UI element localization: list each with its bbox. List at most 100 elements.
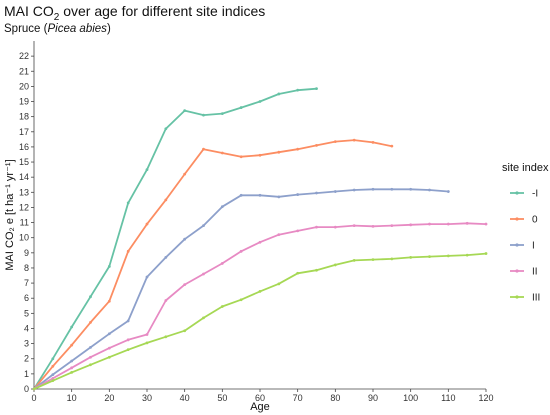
x-tick-label: 50 [217, 393, 227, 403]
data-point [107, 355, 111, 359]
data-point [126, 348, 130, 352]
y-tick-label: 7 [24, 278, 29, 288]
data-point [277, 282, 281, 286]
y-tick-label: 1 [24, 369, 29, 379]
legend-swatch-point [515, 243, 519, 247]
data-point [484, 252, 488, 255]
data-point [239, 155, 243, 159]
data-point [390, 257, 394, 261]
chart-subtitle: Spruce (Picea abies) [4, 23, 111, 35]
data-point [296, 229, 300, 233]
x-tick-label: 0 [31, 393, 36, 403]
data-point [70, 359, 74, 363]
data-point [315, 87, 318, 91]
data-point [258, 100, 262, 103]
data-point [89, 355, 92, 359]
data-point [202, 272, 205, 276]
x-tick-label: 80 [330, 393, 340, 403]
data-point [315, 191, 318, 195]
data-point [296, 88, 300, 92]
data-point [239, 249, 243, 253]
legend-swatch-point [515, 191, 519, 195]
y-tick-label: 5 [24, 308, 29, 318]
data-point [333, 190, 337, 193]
data-point [484, 222, 488, 226]
data-point [258, 240, 262, 244]
y-tick-label: 22 [19, 51, 29, 61]
data-point [446, 190, 450, 193]
y-tick-label: 14 [19, 172, 29, 182]
data-point [107, 332, 111, 336]
data-point [352, 224, 356, 227]
data-point [183, 283, 187, 286]
data-point [51, 364, 55, 368]
data-point [258, 153, 262, 157]
data-point [371, 258, 375, 262]
data-point [409, 223, 413, 227]
data-point [428, 255, 431, 259]
chart-title: MAI CO2 over age for different site indi… [4, 3, 266, 23]
data-point [390, 144, 394, 148]
data-point [51, 379, 55, 383]
data-point [333, 263, 337, 267]
x-tick-label: 10 [67, 393, 77, 403]
data-point [390, 187, 394, 191]
data-point [164, 255, 168, 259]
y-tick-label: 9 [24, 248, 29, 258]
data-point [277, 233, 281, 237]
y-tick-label: 18 [19, 112, 29, 122]
data-point [145, 275, 149, 279]
data-point [315, 144, 318, 147]
y-tick-label: 16 [19, 142, 29, 152]
data-point [145, 168, 149, 172]
data-point [239, 298, 243, 302]
data-point [371, 224, 375, 228]
data-point [220, 305, 224, 308]
x-tick-label: 60 [255, 393, 265, 403]
data-point [296, 193, 300, 196]
x-tick-label: 20 [104, 393, 114, 403]
x-tick-label: 40 [180, 393, 190, 403]
data-point [89, 295, 92, 299]
data-point [315, 268, 318, 272]
data-point [202, 113, 205, 117]
data-point [126, 319, 130, 323]
data-point [89, 345, 92, 349]
x-tick-label: 90 [368, 393, 378, 403]
data-point [277, 92, 281, 96]
data-point [164, 127, 168, 131]
x-axis-title: Age [250, 401, 270, 413]
series-line--I [33, 87, 318, 390]
data-point [296, 271, 300, 275]
x-tick-label: 110 [441, 393, 455, 403]
data-point [164, 198, 168, 202]
y-axis-title: MAI CO₂ e [t ha⁻¹ yr⁻¹] [4, 159, 16, 270]
data-point [126, 201, 130, 205]
legend-swatch-point [515, 217, 519, 221]
data-point [371, 187, 375, 191]
data-point [277, 195, 281, 199]
legend-swatch-point [515, 269, 519, 273]
data-point [352, 258, 356, 262]
legend-title: site index [502, 162, 549, 174]
data-point [126, 338, 130, 342]
x-tick-label: 100 [403, 393, 418, 403]
y-tick-label: 0 [24, 384, 29, 394]
data-point [202, 147, 205, 151]
data-point [220, 112, 224, 116]
data-point [465, 253, 469, 257]
data-point [409, 187, 413, 191]
legend-label: I [532, 241, 535, 252]
data-point [239, 193, 243, 197]
y-tick-label: 4 [24, 323, 29, 333]
data-point [70, 366, 74, 370]
data-point [32, 387, 36, 391]
legend-label: II [532, 267, 538, 278]
data-point [145, 222, 149, 226]
data-point [258, 290, 262, 293]
data-point [465, 221, 469, 225]
series-line-II [33, 222, 487, 390]
data-point [239, 106, 243, 109]
data-point [220, 205, 224, 209]
